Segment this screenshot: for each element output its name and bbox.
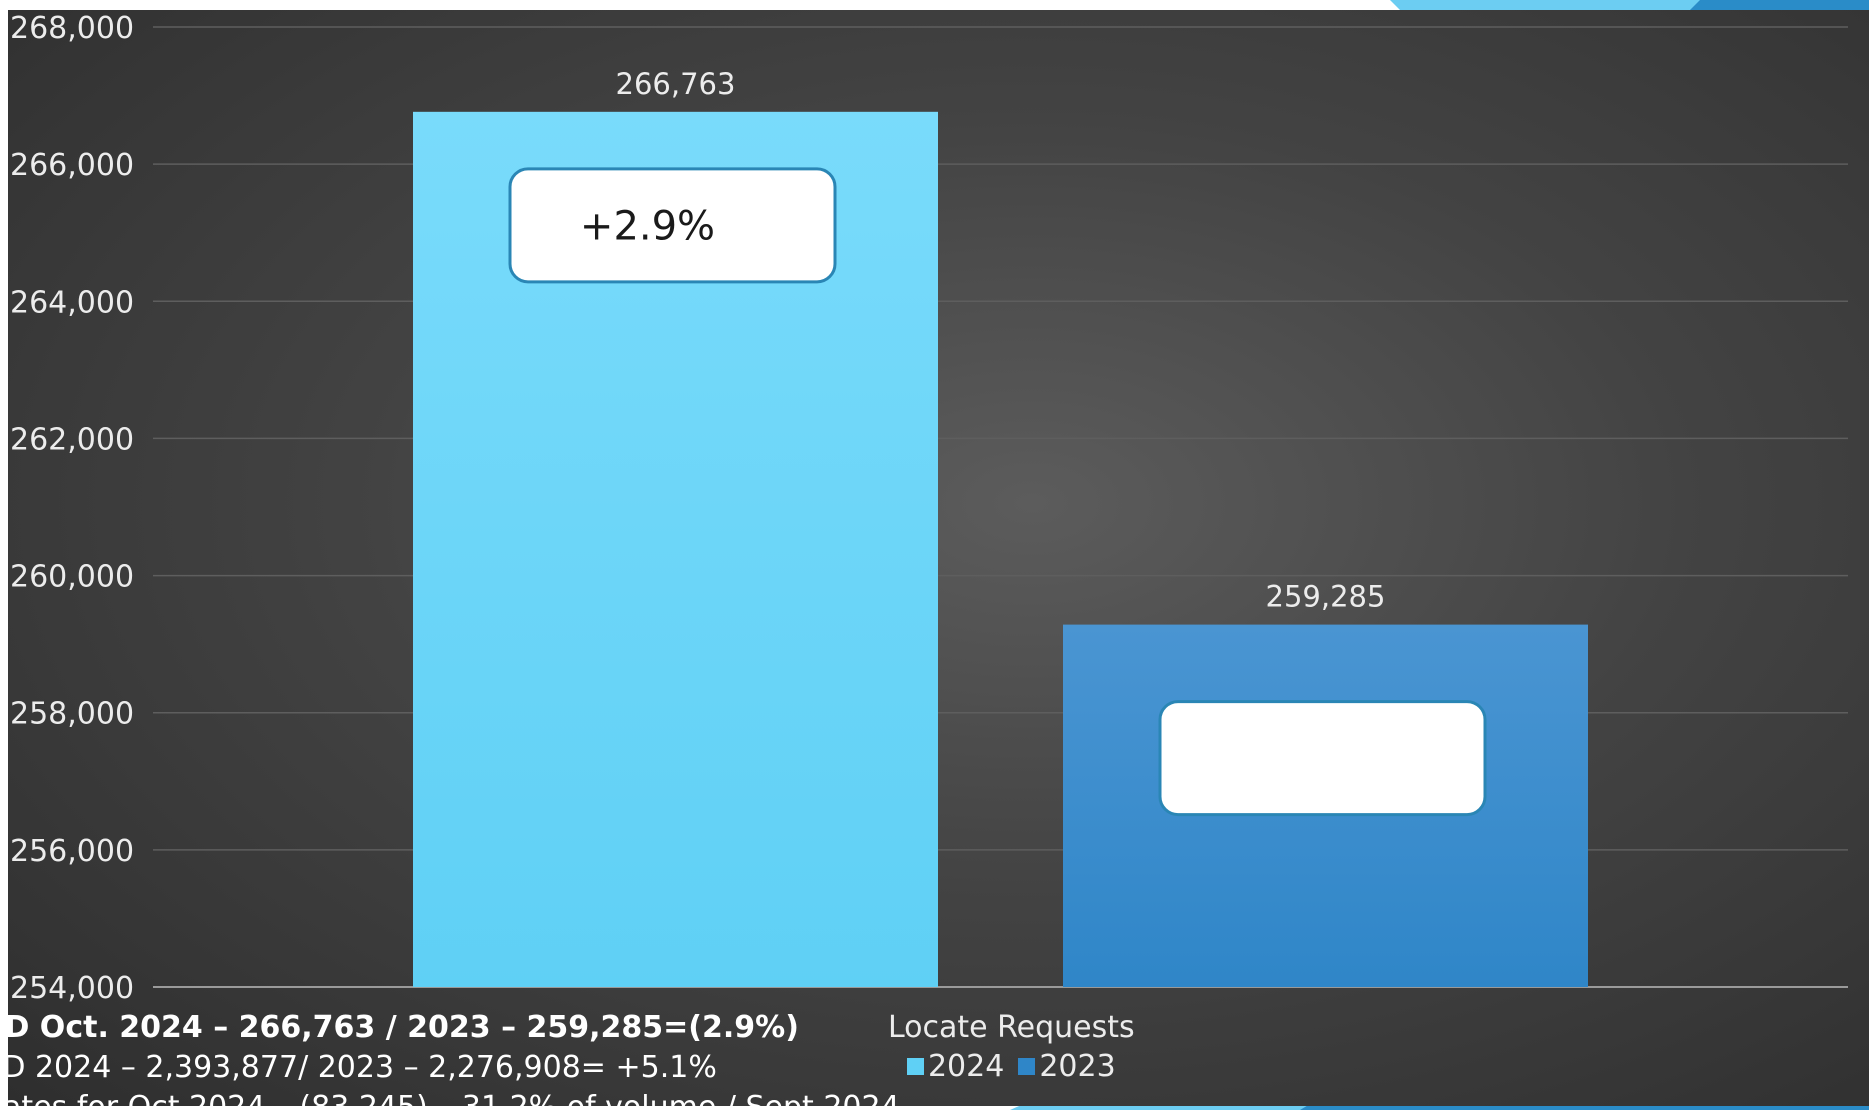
legend-swatch-2024 — [906, 1058, 924, 1075]
chart-panel: 254,000 256,000 258,000 260,000 262,000 264,0… — [8, 10, 1869, 1106]
legend: Locate Requests 2024 2023 — [888, 1010, 1135, 1084]
y-tick-label: 256,000 — [10, 834, 134, 869]
legend-swatch-2023 — [1018, 1058, 1036, 1075]
legend-title: Locate Requests — [888, 1010, 1135, 1045]
legend-label-2024: 2024 — [927, 1049, 1005, 1084]
y-tick-label: 264,000 — [10, 285, 134, 320]
y-tick-label: 268,000 — [10, 11, 134, 46]
data-label-2024: 266,763 — [616, 67, 736, 101]
callout-box-2024 — [508, 167, 837, 284]
notes: TD Oct. 2024 – 266,763 / 2023 – 259,285=… — [0, 1008, 900, 1110]
note-ytd-year: TD 2024 – 2,393,877/ 2023 – 2,276,908= +… — [0, 1050, 717, 1085]
legend-label-2023: 2023 — [1039, 1049, 1116, 1084]
callout-text-2024: +2.9% — [580, 203, 715, 249]
legend-item-2023: 2023 — [1018, 1049, 1116, 1084]
data-label-2023: 259,285 — [1266, 580, 1386, 614]
legend-items: 2024 2023 — [888, 1049, 1135, 1084]
y-tick-label: 262,000 — [10, 422, 134, 457]
bar-chart: 254,000 256,000 258,000 260,000 262,000 264,0… — [10, 11, 1848, 1006]
legend-item-2024: 2024 — [906, 1049, 1005, 1084]
y-tick-label: 260,000 — [10, 560, 134, 595]
y-tick-label: 266,000 — [10, 148, 134, 183]
y-tick-label: 254,000 — [10, 971, 134, 1006]
y-tick-label: 258,000 — [10, 697, 134, 732]
callout-box-2023 — [1158, 700, 1487, 817]
note-updates: dates for Oct 2024 – (83,245) – 31.2% of… — [0, 1090, 900, 1110]
note-ytd-month: TD Oct. 2024 – 266,763 / 2023 – 259,285=… — [0, 1010, 799, 1045]
